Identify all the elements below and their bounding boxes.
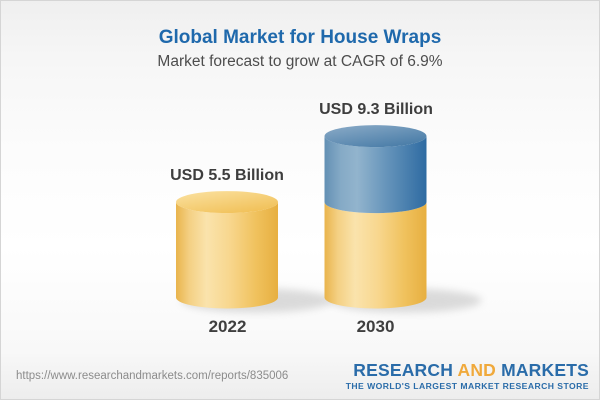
cylinder-2022-body (176, 202, 278, 309)
cylinder-2022-top (176, 191, 278, 214)
logo-word-and: AND (457, 360, 496, 380)
logo-wordmark: RESEARCH AND MARKETS (346, 361, 589, 379)
cylinder-2030-base-segment (324, 202, 427, 309)
logo-word-research: RESEARCH (353, 360, 454, 380)
category-label-2030: 2030 (356, 317, 395, 336)
category-label-2022: 2022 (208, 317, 247, 336)
logo-tagline: THE WORLD'S LARGEST MARKET RESEARCH STOR… (345, 381, 589, 391)
chart-subtitle: Market forecast to grow at CAGR of 6.9% (157, 53, 443, 70)
logo-word-markets: MARKETS (501, 360, 589, 380)
research-and-markets-logo[interactable]: RESEARCH AND MARKETS THE WORLD'S LARGEST… (346, 361, 589, 391)
value-label-2022: USD 5.5 Billion (170, 167, 284, 184)
report-url[interactable]: https://www.researchandmarkets.com/repor… (16, 370, 289, 382)
cylinder-2030-top (324, 125, 427, 148)
cylinder-2030-growth-segment (324, 136, 427, 214)
value-label-2030: USD 9.3 Billion (319, 101, 433, 118)
chart-title: Global Market for House Wraps (158, 27, 442, 48)
